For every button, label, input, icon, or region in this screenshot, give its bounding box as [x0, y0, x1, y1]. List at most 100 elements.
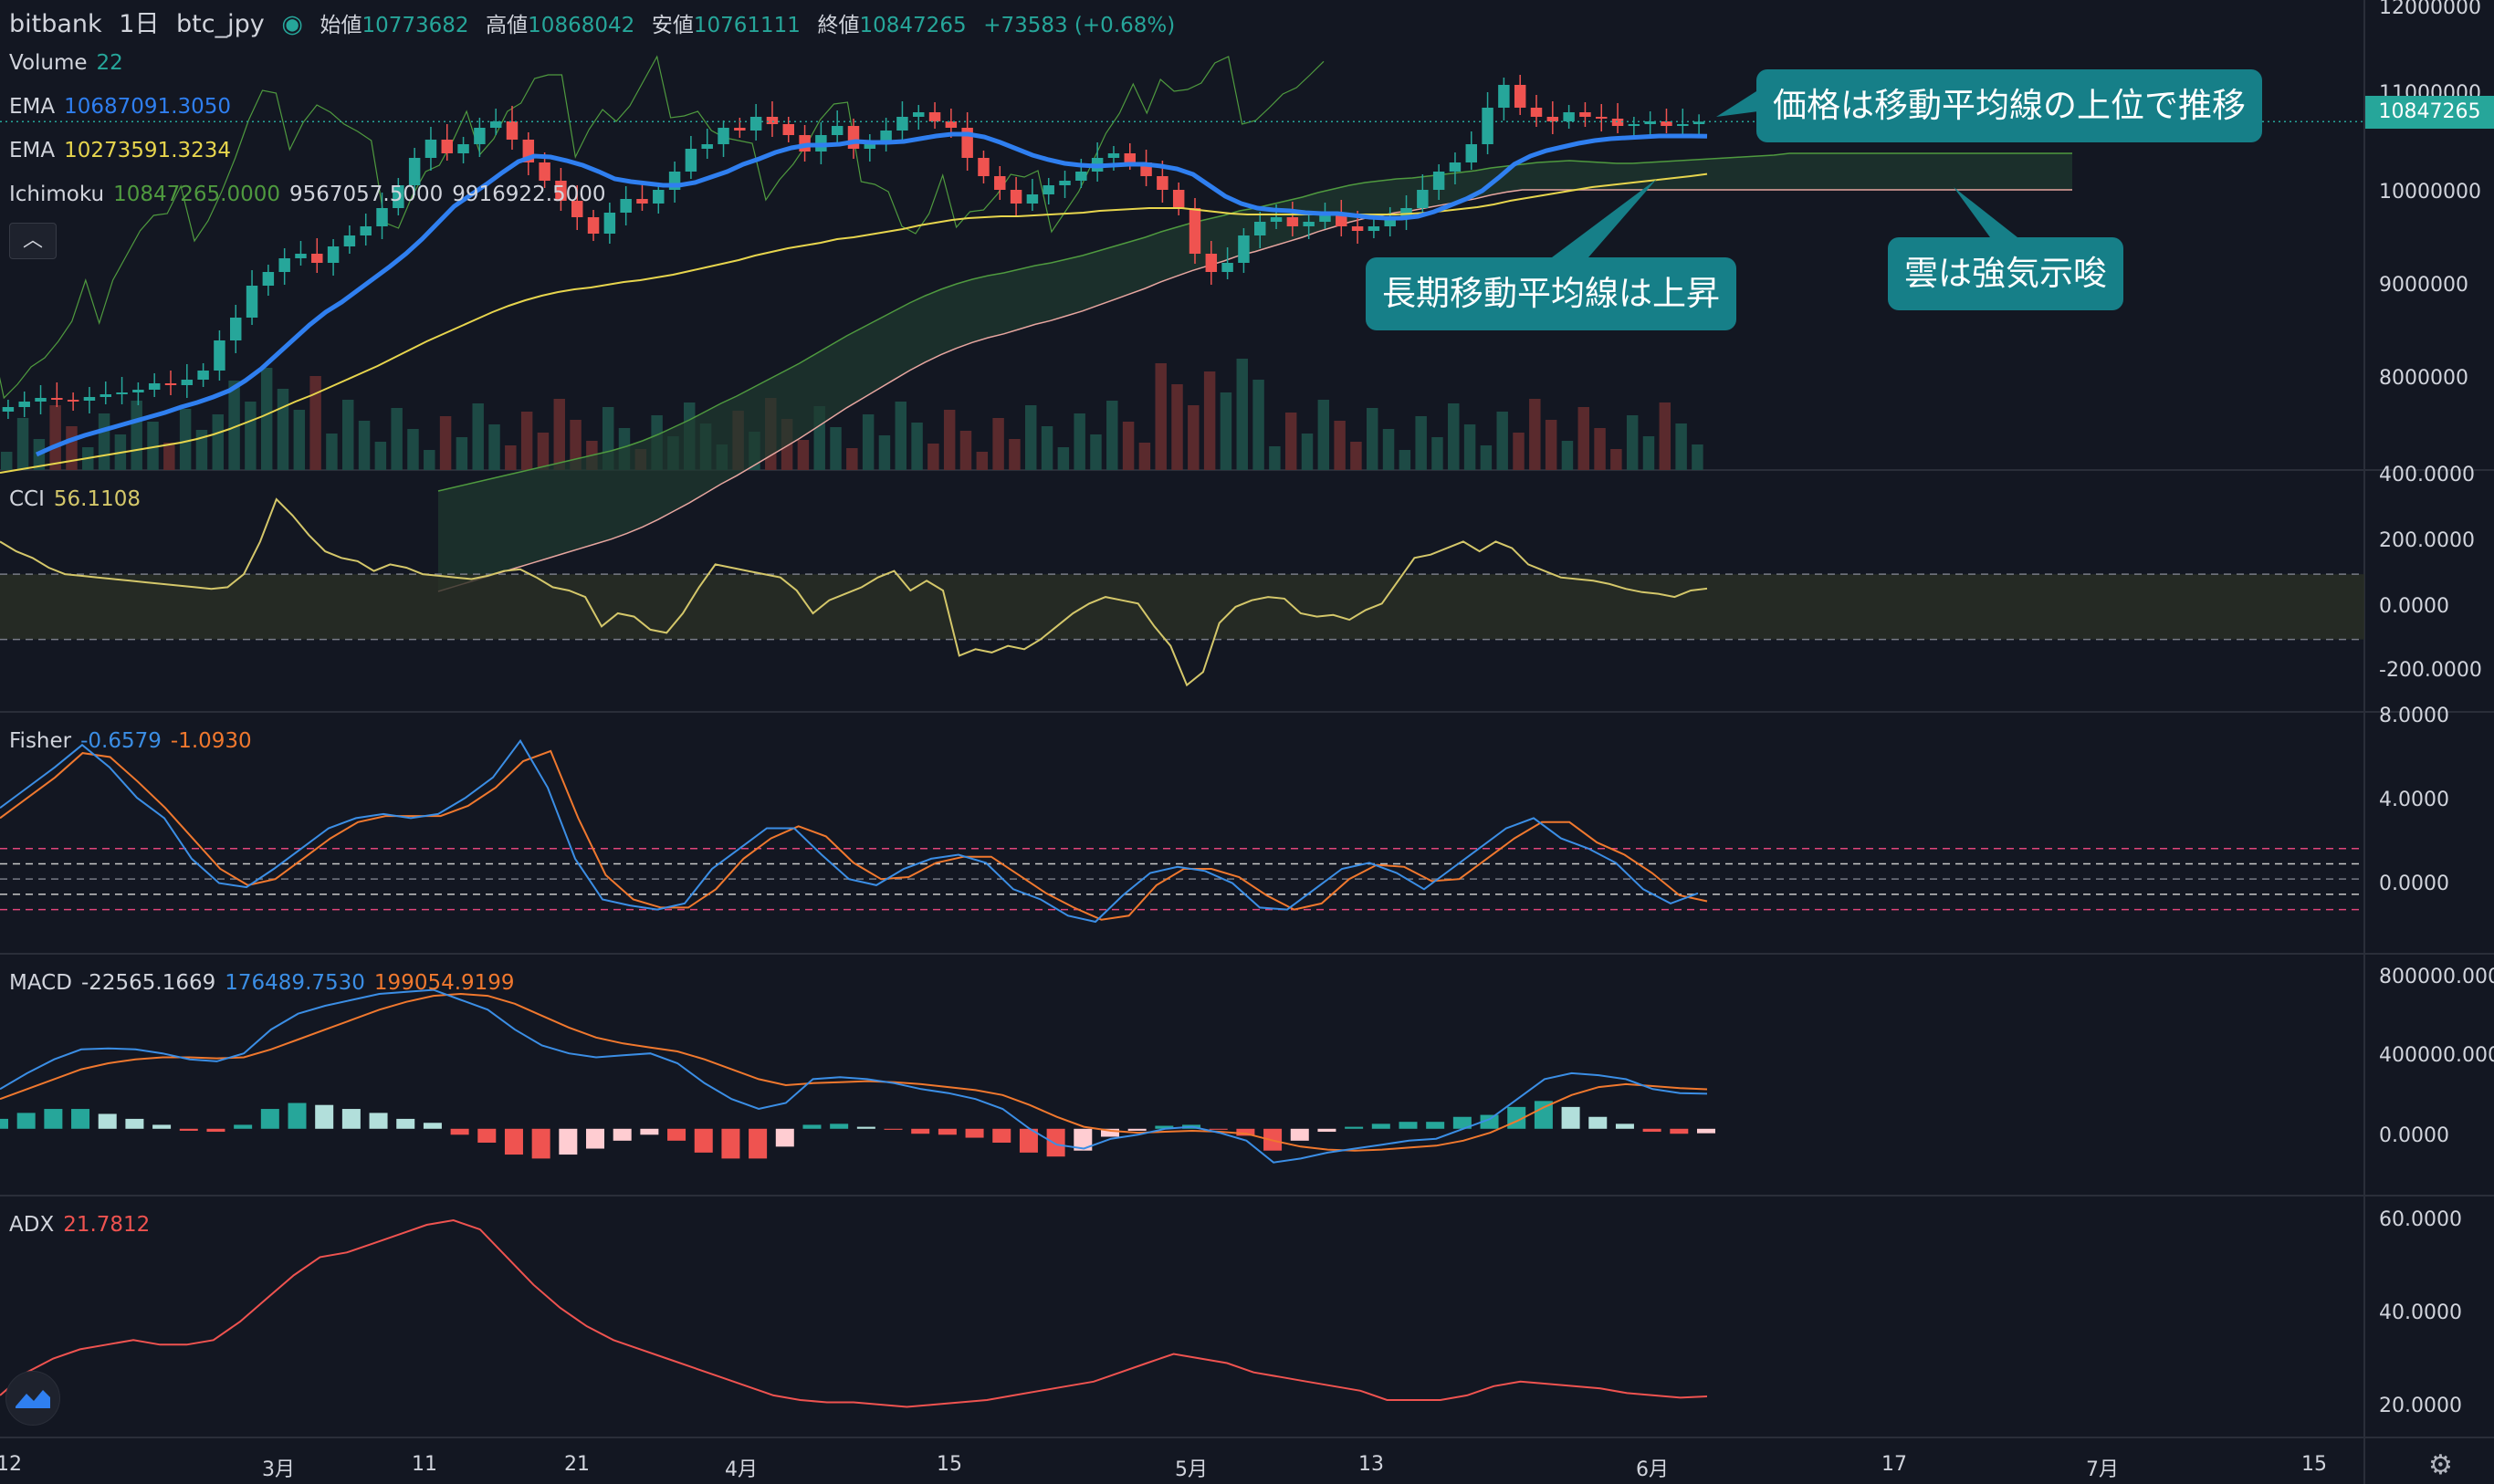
candle-body	[1611, 119, 1624, 126]
candle	[928, 102, 941, 129]
candle	[1368, 219, 1380, 238]
candle	[246, 270, 258, 325]
candle	[441, 124, 453, 161]
candle	[847, 119, 860, 159]
settings-gear-icon[interactable]: ⚙	[2428, 1449, 2453, 1481]
volume-bar	[16, 418, 29, 470]
exchange-name[interactable]: bitbank	[9, 10, 102, 38]
candle	[506, 106, 519, 150]
price-pane[interactable]	[0, 55, 2364, 592]
candle	[67, 392, 79, 411]
macd-legend-v2: 176489.7530	[225, 971, 365, 995]
candle-body	[1075, 172, 1087, 181]
macd-histogram-bar	[1642, 1128, 1661, 1133]
ema-fast-legend[interactable]: EMA 10687091.3050	[9, 95, 240, 119]
candle-body	[311, 254, 323, 263]
candle-body	[945, 121, 958, 128]
candle	[603, 203, 616, 244]
candle-body	[1043, 185, 1054, 194]
candle-body	[230, 318, 242, 340]
ichimoku-legend[interactable]: Ichimoku 10847265.0000 9567057.5000 9916922…	[9, 183, 615, 206]
candle	[1238, 228, 1250, 273]
ema-slow-legend[interactable]: EMA 10273591.3234	[9, 139, 240, 162]
volume-bar	[472, 403, 484, 470]
volume-bar	[1448, 403, 1460, 470]
macd-histogram-bar	[830, 1123, 849, 1129]
candle	[393, 178, 404, 215]
cci-legend-name: CCI	[9, 487, 45, 511]
macd-histogram-bar	[1371, 1123, 1390, 1129]
volume-bar	[1138, 443, 1151, 470]
time-axis-tick: 12	[0, 1453, 22, 1476]
volume-bar	[1463, 424, 1476, 470]
candle-body	[1157, 176, 1168, 190]
volume-bar	[358, 421, 371, 470]
tradingview-logo[interactable]	[5, 1371, 60, 1426]
cci-legend[interactable]: CCI 56.1108	[9, 487, 150, 511]
candle	[1449, 152, 1462, 184]
candle-body	[376, 208, 388, 226]
volume-bar	[1334, 421, 1346, 470]
macd-histogram-bar	[0, 1118, 8, 1129]
candle	[230, 305, 242, 353]
adx-pane[interactable]	[0, 1218, 1708, 1408]
candle-body	[457, 144, 469, 153]
candle	[701, 129, 713, 159]
fisher-legend[interactable]: Fisher -0.6579 -1.0930	[9, 729, 261, 753]
volume-bar	[1090, 434, 1102, 470]
volume-bars	[1, 359, 1703, 470]
price-axis-tick: 9000000	[2379, 274, 2468, 297]
candle-body	[83, 397, 96, 401]
candle-body	[587, 217, 600, 234]
volume-bar	[911, 423, 923, 470]
candle-body	[295, 254, 307, 258]
volume-bar	[862, 414, 875, 470]
volume-bar	[976, 452, 989, 470]
candle-body	[1368, 226, 1380, 231]
macd-histogram-bar	[369, 1113, 388, 1129]
candle	[457, 137, 469, 163]
candle-body	[685, 149, 697, 172]
candle-body	[424, 140, 437, 158]
collapse-legend-button[interactable]: ︿	[9, 223, 57, 259]
candle	[35, 385, 47, 414]
candle	[1432, 164, 1445, 200]
macd-pane[interactable]	[0, 988, 1715, 1164]
macd-legend[interactable]: MACD -22565.1669 176489.7530 199054.9199	[9, 971, 524, 995]
macd-histogram-bar	[1074, 1128, 1093, 1151]
candle	[1205, 241, 1218, 285]
candle	[1043, 178, 1054, 204]
candle	[1400, 195, 1412, 230]
candle-body	[100, 394, 111, 397]
timeframe[interactable]: 1日	[119, 10, 160, 38]
volume-bar	[1594, 428, 1606, 470]
macd-histogram-bar	[396, 1118, 415, 1129]
macd-histogram-bar	[694, 1128, 713, 1153]
candle-body	[718, 128, 729, 144]
macd-legend-v1: -22565.1669	[80, 971, 216, 995]
candle-body	[164, 383, 177, 385]
candle	[1026, 179, 1039, 211]
volume-bar	[163, 443, 175, 470]
symbol-name[interactable]: btc_jpy	[176, 10, 265, 38]
volume-legend[interactable]: Volume 22	[9, 51, 132, 75]
close-value: 10847265	[859, 14, 967, 37]
macd-histogram-bar	[721, 1128, 740, 1159]
cci-pane[interactable]	[0, 497, 2364, 687]
candle	[1417, 174, 1429, 215]
volume-bar	[992, 418, 1004, 470]
candle-body	[132, 390, 144, 392]
chevron-up-icon: ︿	[22, 229, 43, 252]
candle-body	[67, 400, 79, 402]
candle	[51, 382, 63, 407]
candle-body	[1530, 108, 1543, 117]
candle	[489, 109, 502, 135]
volume-bar	[1269, 446, 1281, 470]
adx-legend[interactable]: ADX 21.7812	[9, 1213, 159, 1237]
fisher-pane[interactable]	[0, 738, 2364, 924]
macd-histogram-bar	[16, 1113, 36, 1129]
candle-body	[555, 181, 567, 201]
candle	[2, 400, 15, 419]
